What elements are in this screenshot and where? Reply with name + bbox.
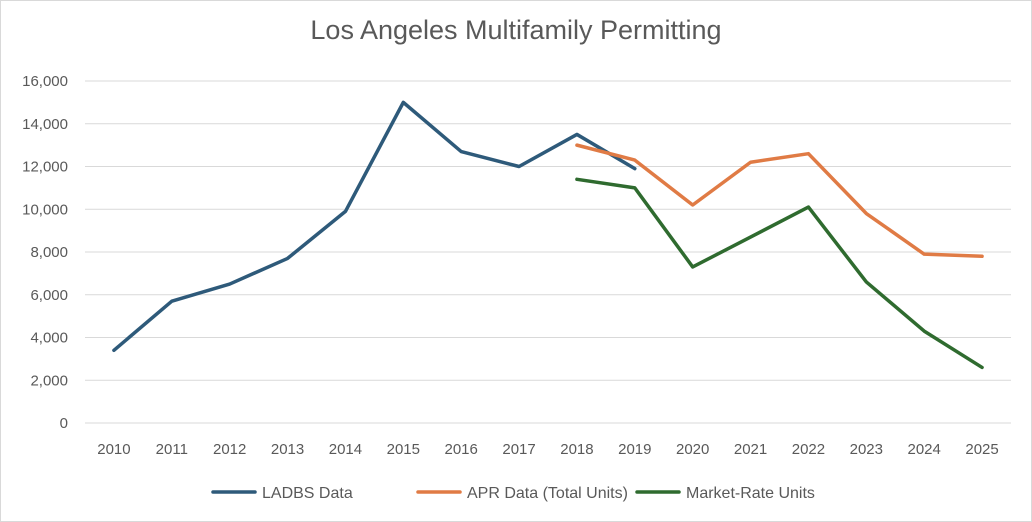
x-tick-label: 2022 [792, 441, 825, 458]
y-tick-label: 8,000 [30, 244, 68, 261]
x-tick-label: 2010 [97, 441, 130, 458]
chart-title: Los Angeles Multifamily Permitting [310, 15, 722, 45]
x-tick-label: 2024 [908, 441, 941, 458]
x-tick-label: 2018 [560, 441, 593, 458]
x-tick-label: 2016 [445, 441, 478, 458]
series-line-2 [575, 143, 984, 259]
y-tick-label: 6,000 [30, 287, 68, 304]
y-tick-label: 0 [60, 415, 68, 432]
series-lines [112, 100, 984, 370]
y-tick-label: 4,000 [30, 330, 68, 347]
legend-label: APR Data (Total Units) [467, 485, 628, 502]
x-axis-ticks: 2010 2011 2012 2013 2014 2015 2016 2017 2018 2019… [97, 441, 999, 458]
y-tick-label: 2,000 [30, 372, 68, 389]
x-tick-label: 2019 [618, 441, 651, 458]
x-tick-label: 2013 [271, 441, 304, 458]
series-line-1 [112, 100, 637, 353]
x-tick-label: 2023 [850, 441, 883, 458]
y-axis-ticks: 0 2,000 4,000 6,000 8,000 10,000 12,000 14,000 1… [22, 73, 68, 432]
y-tick-label: 14,000 [22, 116, 68, 133]
gridlines [85, 80, 1011, 424]
x-tick-label: 2014 [329, 441, 362, 458]
x-tick-label: 2011 [156, 441, 188, 458]
y-tick-label: 10,000 [22, 201, 68, 218]
series-line-3 [575, 177, 984, 370]
y-tick-label: 12,000 [22, 159, 68, 176]
x-tick-label: 2021 [734, 441, 767, 458]
x-tick-label: 2017 [502, 441, 535, 458]
y-tick-label: 16,000 [22, 73, 68, 90]
x-tick-label: 2012 [213, 441, 246, 458]
x-tick-label: 2015 [387, 441, 420, 458]
legend-label: Market-Rate Units [686, 485, 815, 502]
legend: LADBS Data APR Data (Total Units) Market-R… [211, 485, 815, 502]
x-tick-label: 2025 [965, 441, 998, 458]
legend-label: LADBS Data [262, 485, 353, 502]
x-tick-label: 2020 [676, 441, 709, 458]
